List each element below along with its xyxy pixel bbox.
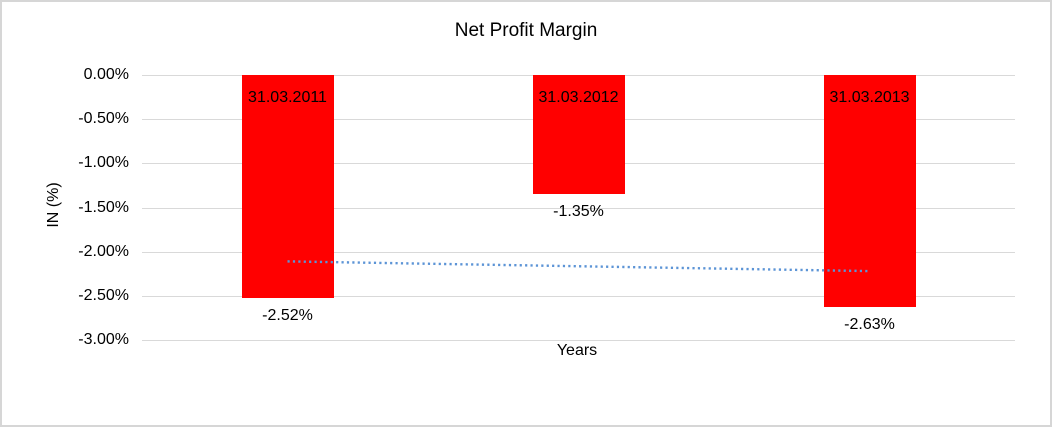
category-label: 31.03.2013: [829, 89, 910, 106]
category-label: 31.03.2012: [538, 89, 619, 106]
y-tick-label: -0.50%: [78, 110, 129, 128]
bar-1: [241, 75, 334, 298]
bar-3: [823, 75, 916, 308]
y-tick-label: -3.00%: [78, 331, 129, 348]
value-label: -2.52%: [262, 306, 313, 324]
value-label: -1.35%: [553, 203, 604, 221]
y-tick-label: -2.00%: [78, 242, 129, 260]
x-axis-title: Years: [556, 342, 598, 359]
gridline: [142, 251, 1015, 253]
gridline: [142, 207, 1015, 209]
y-tick-label: -1.00%: [78, 154, 129, 172]
bar-2: [532, 75, 625, 195]
category-label: 31.03.2011: [248, 89, 327, 106]
gridline: [142, 295, 1015, 297]
y-tick-label: -1.50%: [78, 198, 129, 216]
value-label: -2.63%: [844, 316, 895, 334]
y-tick-label: -2.50%: [78, 286, 129, 304]
chart-title: Net Profit Margin: [454, 20, 598, 41]
trendline: [287, 260, 870, 273]
gridline: [142, 340, 1015, 341]
y-tick-label: 0.00%: [83, 66, 129, 83]
